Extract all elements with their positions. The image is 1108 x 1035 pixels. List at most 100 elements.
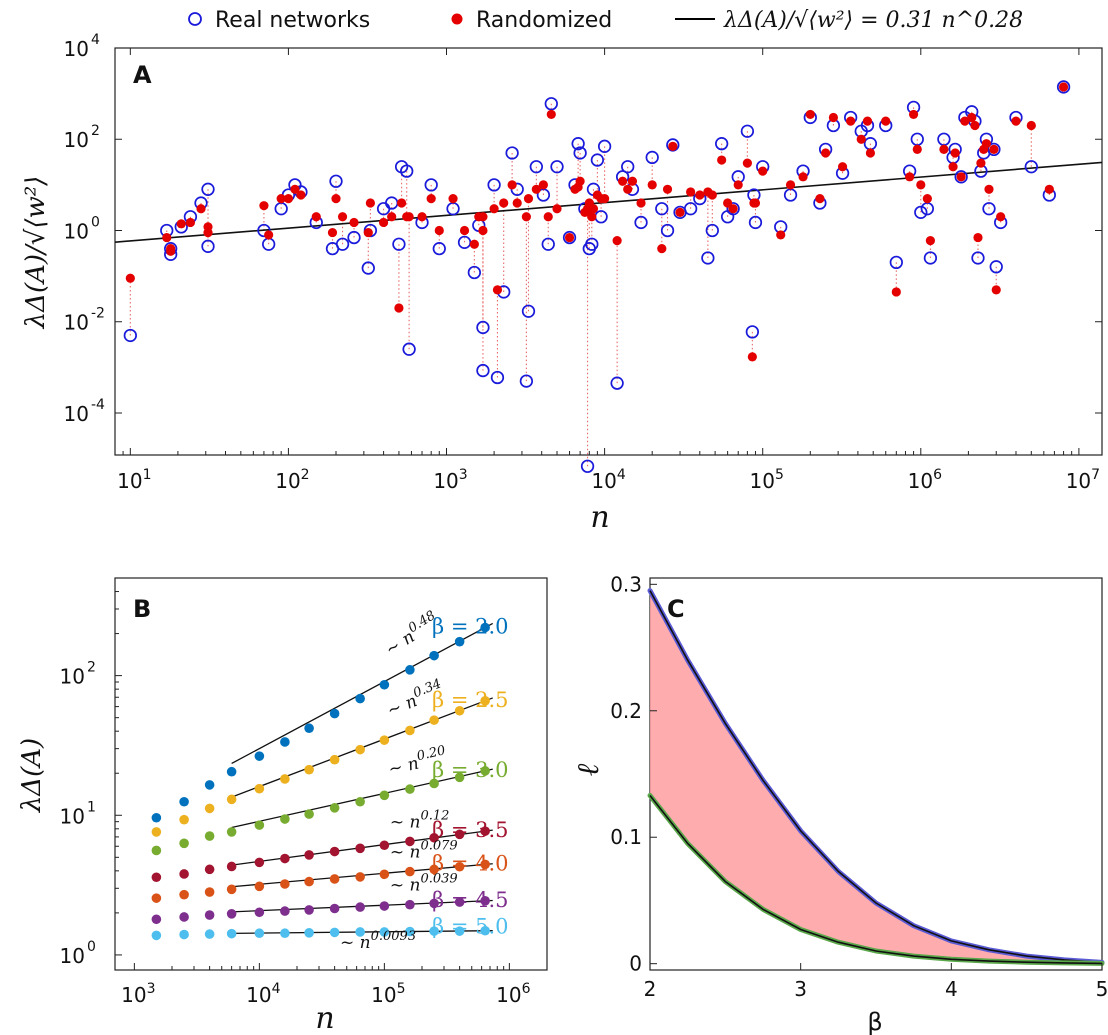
b-point (379, 790, 390, 801)
panel-b-frame (114, 577, 548, 971)
a-randomized-point (657, 244, 667, 254)
a-real-point (385, 196, 399, 210)
a-randomized-point (973, 232, 983, 243)
a-randomized-point (387, 212, 397, 222)
b-point (254, 820, 265, 830)
a-real-point (701, 251, 715, 265)
a-real-point (571, 137, 585, 151)
b-point (480, 859, 490, 870)
b-point (429, 778, 439, 789)
b-ytick-label: 10 (60, 665, 85, 689)
a-randomized-point (588, 204, 599, 214)
a-randomized-point (612, 236, 622, 246)
b-point (179, 912, 189, 922)
a-randomized-point (912, 144, 922, 154)
a-randomized-point (1058, 82, 1069, 92)
a-real-point (715, 137, 729, 151)
legend-marker-randomized (451, 13, 463, 25)
a-xtick-label: 101 (117, 467, 151, 493)
a-randomized-point (991, 285, 1001, 295)
a-randomized-point (675, 207, 685, 217)
a-randomized-point (970, 120, 980, 131)
b-point (429, 650, 439, 661)
b-series-label: β = 3.0 (432, 758, 508, 782)
b-point (329, 803, 340, 813)
panel-a-frame (114, 47, 1103, 456)
a-real-point (954, 170, 968, 184)
legend-label-real: Real networks (215, 8, 370, 33)
a-randomized-point (862, 116, 873, 126)
a-ytick-label: 10 (64, 311, 89, 335)
b-point (254, 783, 265, 794)
a-randomized-point (448, 194, 458, 204)
a-real-point (123, 328, 137, 343)
a-randomized-point (507, 180, 517, 190)
a-randomized-point (538, 180, 548, 190)
b-point (151, 845, 162, 856)
b-point (405, 926, 415, 937)
b-point (304, 764, 314, 775)
a-real-point (1024, 160, 1038, 174)
b-point (454, 636, 465, 647)
a-real-point (544, 97, 558, 111)
a-real-point (863, 137, 878, 151)
a-randomized-point (296, 190, 306, 200)
a-real-point (745, 325, 759, 339)
a-randomized-point (881, 116, 891, 126)
a-real-point (505, 146, 519, 160)
a-randomized-point (166, 244, 176, 254)
c-fill-area (650, 590, 1102, 964)
b-xtick-label: 106 (496, 981, 530, 1007)
b-series-label: β = 3.5 (432, 818, 508, 842)
a-real-point (457, 235, 472, 249)
a-randomized-point (417, 212, 427, 222)
b-point (280, 853, 290, 864)
b-point (329, 903, 340, 914)
a-randomized-point (668, 141, 678, 151)
a-randomized-point (623, 184, 633, 194)
a-randomized-point (742, 158, 752, 168)
a-real-point (634, 215, 648, 230)
b-point (204, 887, 215, 897)
a-randomized-point (331, 194, 341, 204)
a-randomized-point (984, 184, 994, 194)
b-point (204, 780, 215, 790)
a-real-point (889, 255, 903, 270)
b-point (405, 725, 415, 736)
b-fit-label: ~ n0.0093 (340, 929, 416, 953)
b-point (151, 812, 162, 823)
b-point (226, 884, 237, 895)
a-randomized-point (728, 204, 738, 214)
panel-c-ylabel: ℓ (571, 763, 606, 776)
a-ytick-label: 10 (64, 402, 89, 426)
c-ytick-label: 0.1 (610, 825, 642, 849)
b-point (254, 881, 265, 892)
b-point (480, 696, 490, 706)
b-ytick-label: 10 (60, 804, 85, 828)
b-point (254, 907, 265, 918)
b-point (304, 850, 314, 860)
a-randomized-point (956, 172, 966, 182)
c-ytick-label: 0.3 (610, 572, 642, 596)
a-randomized-point (960, 116, 970, 126)
a-randomized-point (908, 109, 919, 120)
a-real-point (400, 164, 414, 178)
b-point (480, 622, 490, 633)
a-real-point (446, 202, 460, 216)
a-randomized-point (707, 190, 717, 200)
b-point (226, 928, 237, 939)
b-point (304, 723, 314, 734)
b-point (454, 926, 465, 936)
a-randomized-point (434, 225, 444, 236)
c-ytick-label: 0 (629, 952, 642, 976)
c-xtick-label: 4 (945, 977, 958, 1001)
a-randomized-point (925, 236, 935, 246)
b-point (280, 879, 290, 889)
b-point (454, 829, 465, 840)
b-point (226, 909, 237, 919)
b-point (179, 929, 189, 940)
b-fit-label: ~ n0.12 (390, 808, 450, 832)
b-point (280, 774, 290, 784)
b-point (429, 864, 439, 875)
